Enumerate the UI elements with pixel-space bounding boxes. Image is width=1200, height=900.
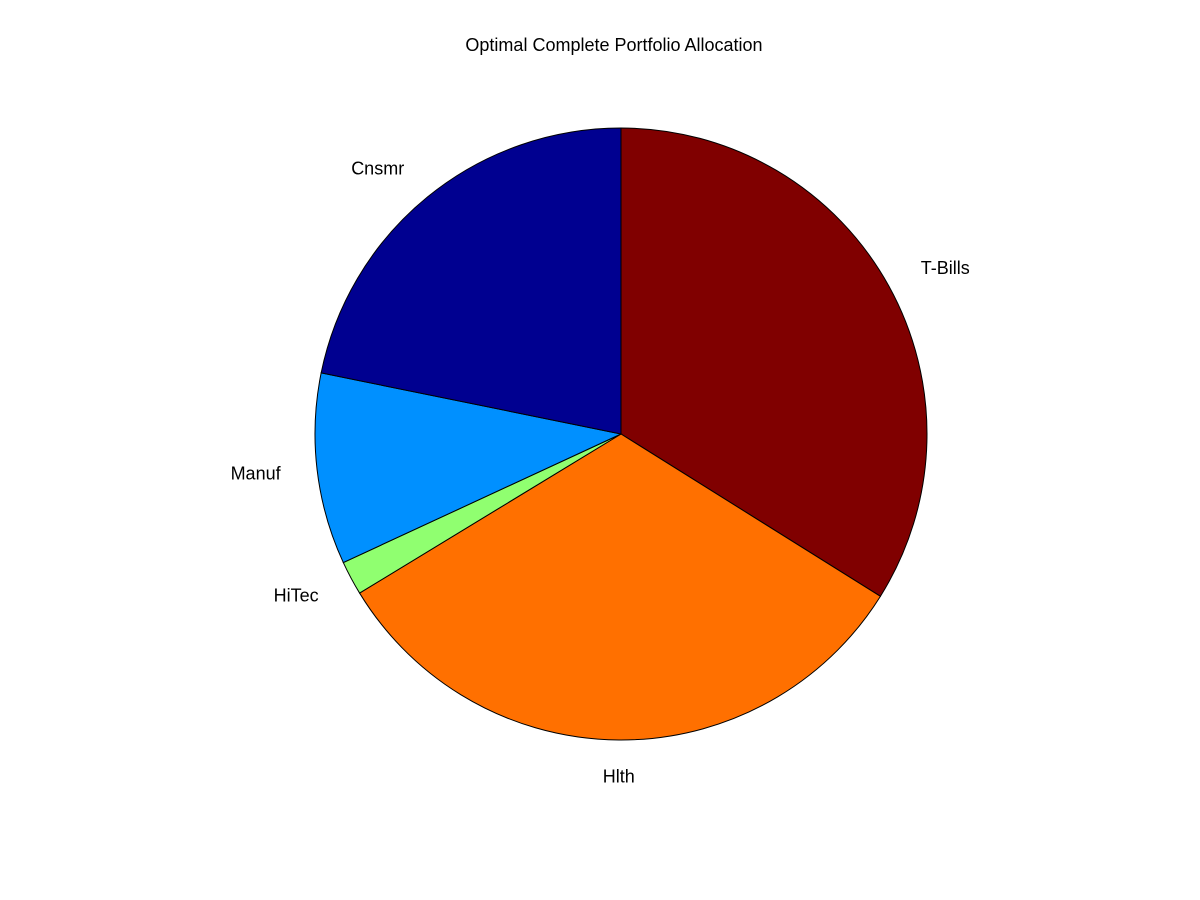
pie-slice-hlth: [358, 433, 882, 741]
pie-label-t-bills: T-Bills: [921, 258, 970, 278]
pie-label-cnsmr: Cnsmr: [351, 159, 404, 179]
chart-title: Optimal Complete Portfolio Allocation: [465, 35, 762, 55]
pie-slice-manuf: [314, 372, 623, 564]
pie-labels: T-Bills Hlth HiTec Manuf Cnsmr: [231, 159, 970, 787]
pie-slice-cnsmr: [320, 127, 622, 435]
pie-label-hitec: HiTec: [274, 585, 319, 605]
pie-label-manuf: Manuf: [231, 464, 282, 484]
pie-label-hlth: Hlth: [603, 767, 635, 787]
pie-slice-t-bills: [620, 127, 928, 598]
pie-slices: [314, 127, 928, 741]
